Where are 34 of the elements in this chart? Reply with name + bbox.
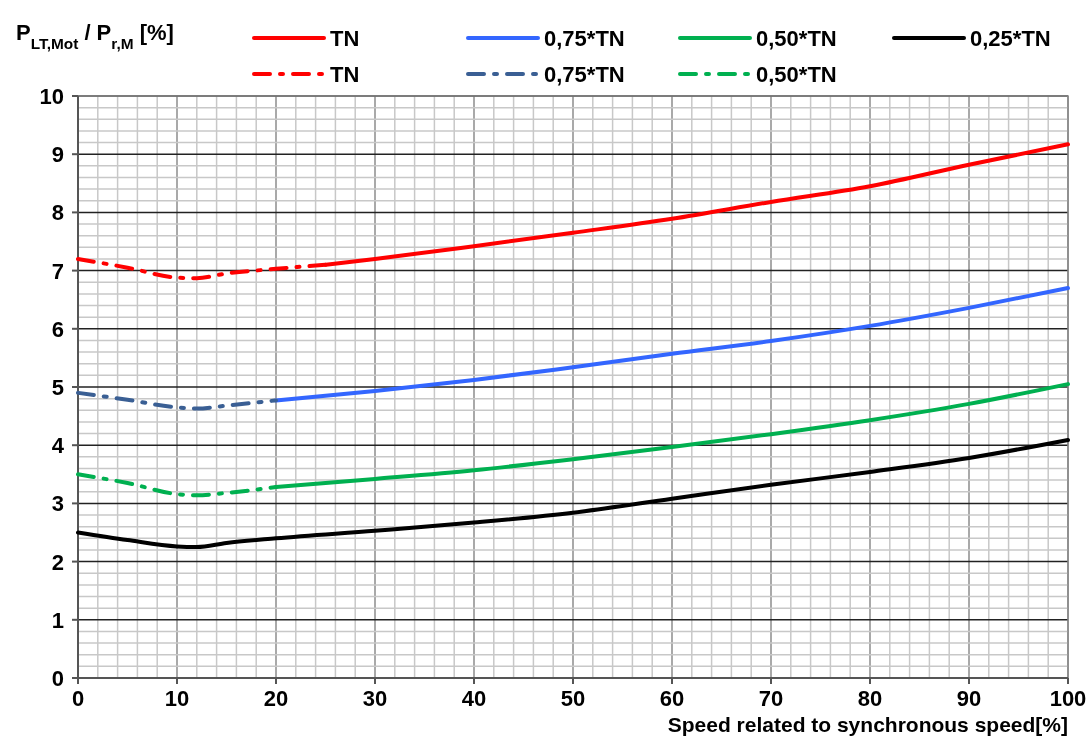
y-axis-title: P$_{LT,Mot}$ / P$_{r,M}$ [%] (16, 20, 174, 52)
y-tick-label: 10 (39, 84, 64, 109)
line-series (76, 390, 278, 411)
y-tick-label: 0 (51, 666, 64, 691)
x-tick-label: 30 (362, 686, 388, 711)
x-tick-label: 10 (164, 686, 190, 711)
y-tick-label: 9 (51, 142, 64, 168)
x-tick-label: 100 (1049, 686, 1087, 711)
x-tick-label: 60 (659, 686, 685, 711)
legend-label: 0,75*TN (544, 62, 625, 87)
legend-label: 0,50*TN (756, 62, 837, 87)
y-tick-label: 1 (51, 607, 64, 633)
x-tick-label: 0 (71, 686, 85, 711)
x-tick-label: 90 (956, 686, 982, 711)
y-tick-label: 5 (51, 375, 64, 400)
line-series (274, 286, 1070, 403)
legend-label: TN (330, 62, 360, 87)
line-series (76, 437, 1070, 550)
legend-label: 0,25*TN (970, 26, 1051, 51)
y-tick-label: 4 (51, 433, 65, 459)
y-tick-label: 2 (51, 549, 64, 575)
legend-label: 0,75*TN (544, 26, 625, 51)
x-tick-label: 50 (560, 686, 586, 711)
x-tick-label: 80 (857, 686, 883, 711)
y-tick-label: 3 (51, 491, 64, 517)
legend-label: TN (330, 26, 360, 51)
x-axis-title: Speed related to synchronous speed[%] (667, 713, 1068, 736)
legend-label: 0,50*TN (756, 26, 837, 51)
y-tick-label: 6 (51, 316, 64, 342)
x-tick-label: 20 (263, 686, 289, 711)
y-tick-label: 8 (51, 200, 64, 226)
x-tick-label: 70 (758, 686, 784, 711)
x-tick-label: 40 (461, 686, 487, 711)
y-tick-label: 7 (51, 258, 64, 284)
